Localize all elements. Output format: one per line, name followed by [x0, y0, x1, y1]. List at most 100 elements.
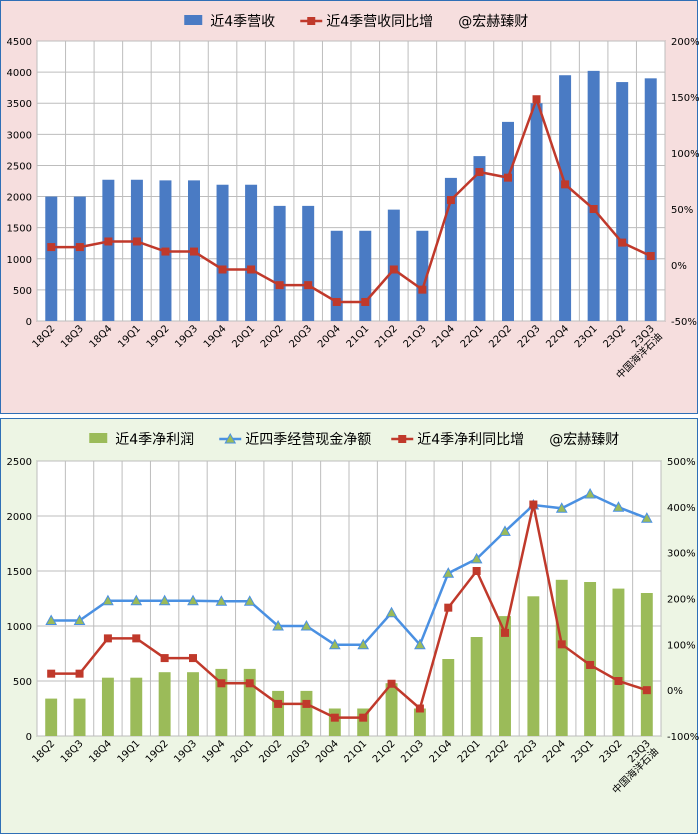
x-tick-label: 20Q3: [286, 738, 313, 765]
bar: [45, 196, 58, 321]
data-point: [584, 487, 596, 499]
x-tick-label: 23Q2: [598, 738, 625, 765]
data-point: [217, 679, 226, 688]
bar: [413, 708, 426, 736]
bar: [101, 677, 114, 736]
x-tick-label: 22Q4: [541, 738, 568, 765]
series-line: [51, 504, 648, 719]
bar: [359, 230, 372, 321]
data-point: [389, 265, 398, 274]
data-point: [47, 669, 56, 678]
y-tick-label: 500: [13, 677, 32, 688]
bar: [387, 209, 400, 321]
revenue-chart-panel: 0 500 1000 1500 2000 2500 3000 3500 4000 4500 -50%…: [0, 0, 699, 414]
y-tick-label: 3000: [7, 130, 32, 141]
data-point: [75, 669, 84, 678]
data-point: [275, 281, 284, 290]
data-point: [132, 237, 141, 246]
data-point: [243, 595, 256, 606]
legend-label: 近4季营收同比增: [326, 14, 433, 30]
data-point: [646, 252, 655, 261]
bar: [73, 698, 86, 736]
y2-tick-label: 100%: [671, 149, 699, 160]
data-point: [444, 603, 453, 612]
bar: [555, 579, 568, 736]
y2-tick-label: 0%: [667, 686, 683, 697]
data-point: [446, 196, 455, 205]
data-point: [190, 247, 198, 256]
data-point: [247, 265, 256, 274]
data-point: [612, 501, 625, 512]
series-line: [51, 492, 648, 648]
x-tick-label: 20Q4: [316, 323, 343, 350]
bar: [302, 205, 315, 321]
data-point: [272, 619, 284, 631]
x-tick-label: 19Q1: [116, 738, 143, 765]
x-tick-label: 20Q2: [259, 323, 286, 350]
bar: [502, 121, 514, 321]
data-point: [589, 205, 598, 213]
data-point: [357, 638, 370, 650]
data-point: [385, 606, 398, 618]
x-tick-label: 18Q2: [30, 738, 57, 765]
data-point: [187, 594, 199, 606]
y2-tick-label: -100%: [667, 732, 699, 743]
x-tick-label: 19Q4: [202, 323, 229, 350]
data-point: [73, 614, 86, 625]
bar: [102, 179, 115, 321]
bar: [328, 708, 341, 736]
data-point: [104, 237, 113, 246]
data-point: [504, 173, 512, 182]
y-tick-label: 2500: [7, 457, 32, 468]
data-point: [160, 654, 169, 663]
bar: [584, 582, 597, 736]
bar: [442, 659, 455, 736]
data-point: [215, 595, 228, 606]
y2-tick-label: 300%: [667, 549, 696, 560]
data-point: [330, 713, 339, 722]
legend-swatch: [89, 433, 108, 443]
bar: [640, 593, 653, 736]
y-tick-label: 3500: [7, 99, 32, 110]
data-point: [475, 168, 484, 177]
x-tick-label: 19Q3: [172, 738, 199, 765]
watermark-label: @宏赫臻财: [549, 432, 619, 448]
y2-tick-label: 50%: [671, 205, 693, 216]
y-tick-label: 2000: [7, 512, 32, 523]
data-point: [442, 567, 455, 578]
x-tick-label: 21Q4: [428, 738, 455, 765]
data-point: [328, 638, 341, 650]
bar: [527, 596, 540, 736]
bar: [499, 616, 511, 736]
series-line: [51, 95, 652, 304]
data-point: [359, 713, 368, 722]
y-tick-label: 2000: [7, 193, 32, 204]
bar: [243, 668, 256, 736]
y-tick-label: 1500: [7, 567, 32, 578]
x-tick-label: 22Q2: [487, 323, 514, 350]
data-point: [387, 679, 396, 688]
bar: [587, 70, 600, 321]
bar: [272, 690, 285, 736]
bar: [187, 672, 199, 736]
x-tick-label: 18Q4: [88, 323, 115, 350]
data-point: [332, 297, 341, 306]
bar: [612, 588, 625, 736]
x-tick-label: 23Q1: [573, 323, 600, 350]
data-point: [418, 285, 427, 294]
data-point: [45, 614, 58, 625]
y2-tick-label: 200%: [671, 37, 699, 48]
data-point: [130, 594, 143, 606]
x-tick-label: 19Q4: [201, 738, 228, 765]
bar: [45, 698, 58, 736]
x-tick-label: 22Q3: [513, 738, 540, 765]
x-tick-label: 21Q3: [399, 738, 426, 765]
legend-label: 近4季净利同比增: [417, 432, 524, 448]
bar: [559, 75, 572, 321]
data-point: [555, 502, 568, 513]
data-point: [361, 297, 370, 306]
bar: [470, 637, 483, 736]
data-point: [529, 500, 538, 509]
data-point: [414, 638, 426, 650]
x-tick-label: 22Q2: [484, 738, 511, 765]
